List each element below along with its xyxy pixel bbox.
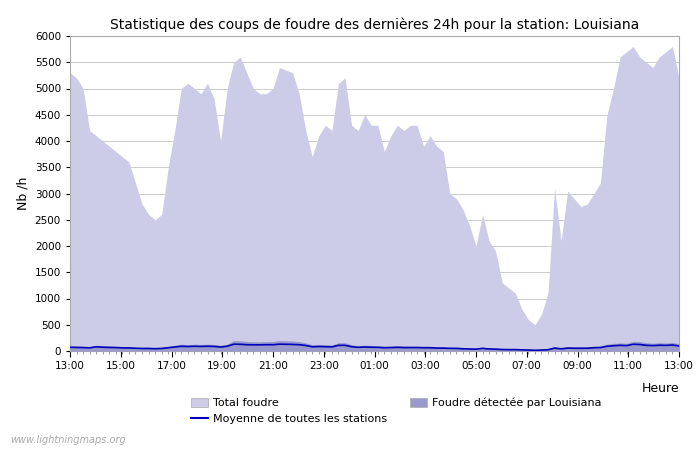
Y-axis label: Nb /h: Nb /h — [16, 177, 29, 210]
Text: Heure: Heure — [641, 382, 679, 396]
Legend: Total foudre, Moyenne de toutes les stations, Foudre détectée par Louisiana: Total foudre, Moyenne de toutes les stat… — [191, 397, 601, 424]
Title: Statistique des coups de foudre des dernières 24h pour la station: Louisiana: Statistique des coups de foudre des dern… — [110, 18, 639, 32]
Text: www.lightningmaps.org: www.lightningmaps.org — [10, 435, 126, 445]
